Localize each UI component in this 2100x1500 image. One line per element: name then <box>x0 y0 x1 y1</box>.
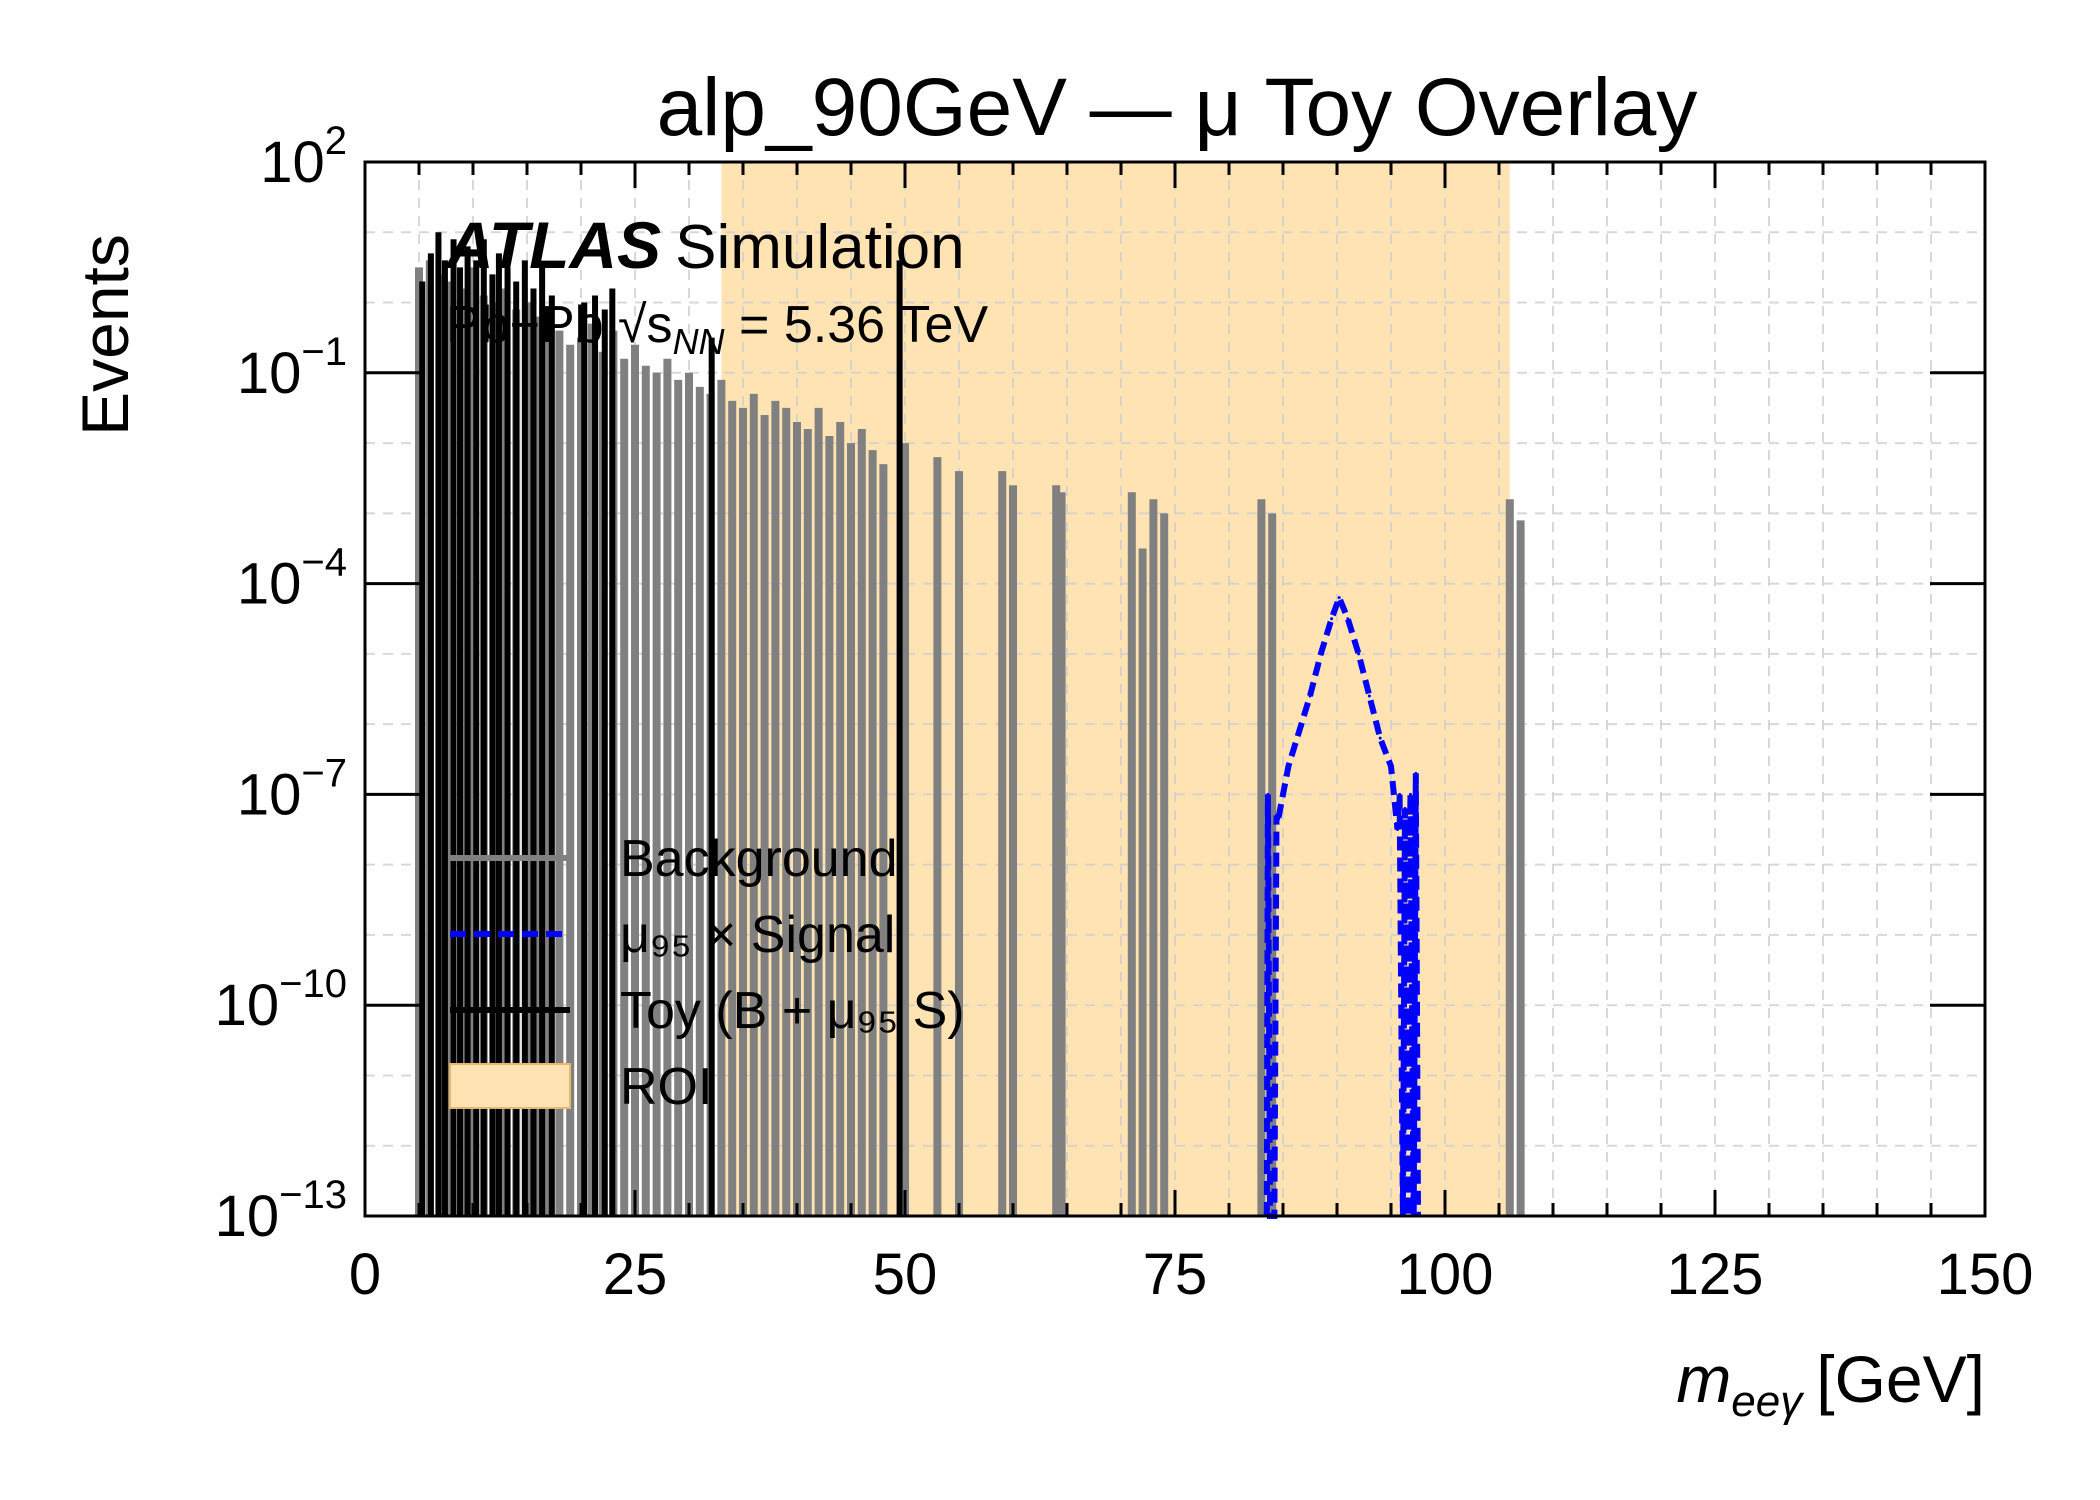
y-tick-exp: −13 <box>279 1173 347 1217</box>
signal-point <box>1367 694 1371 698</box>
y-tick-base: 10 <box>237 552 302 617</box>
signal-point <box>1275 813 1279 817</box>
atlas-label: ATLAS Simulation <box>444 208 965 282</box>
signal-line <box>1263 589 1421 1219</box>
x-tick-labels: 0 25 50 75 100 125 150 <box>349 1242 2034 1307</box>
energy-prefix: Pb+Pb √s <box>446 296 673 354</box>
x-axis-label-unit: [GeV] <box>1816 1342 1985 1416</box>
signal-point <box>1286 764 1290 768</box>
y-tick-exp: −7 <box>301 751 347 795</box>
energy-label: Pb+Pb √sNN = 5.36 TeV <box>446 296 988 362</box>
legend: Background μ₉₅ × Signal Toy (B + μ₉₅ S) ROI <box>449 830 965 1116</box>
y-tick-base: 10 <box>237 341 302 406</box>
signal-point <box>1276 821 1280 825</box>
signal-point <box>1346 617 1350 621</box>
signal-point <box>1266 792 1270 796</box>
x-tick-label: 150 <box>1937 1242 2034 1307</box>
y-tick-base: 10 <box>215 1184 280 1249</box>
signal-point <box>1357 652 1361 656</box>
signal-point <box>1297 729 1301 733</box>
legend-label: μ₉₅ × Signal <box>620 906 895 964</box>
y-tick-label: 10−1 <box>237 330 347 406</box>
x-tick-label: 25 <box>603 1242 668 1307</box>
signal-point <box>1398 792 1402 796</box>
atlas-name: ATLAS <box>444 208 661 282</box>
signal-point <box>1281 792 1285 796</box>
legend-label: ROI <box>620 1058 712 1116</box>
signal-point <box>1308 694 1312 698</box>
x-axis-label-main: m <box>1676 1342 1731 1416</box>
x-tick-label: 125 <box>1667 1242 1764 1307</box>
signal-point <box>1337 596 1341 600</box>
axis-ticks <box>363 160 1987 1218</box>
x-axis-label: meeγ [GeV] <box>1676 1342 1985 1426</box>
y-tick-label: 102 <box>260 119 347 195</box>
y-tick-label: 10−10 <box>215 962 347 1038</box>
signal-point <box>1395 828 1399 832</box>
signal-point <box>1414 771 1418 775</box>
signal-point <box>1378 736 1382 740</box>
legend-label: Background <box>620 830 898 888</box>
y-tick-base: 10 <box>237 762 302 827</box>
y-tick-exp: −10 <box>279 962 347 1006</box>
y-tick-exp: −4 <box>301 541 347 585</box>
signal-point <box>1330 617 1334 621</box>
signal-point <box>1389 764 1393 768</box>
x-tick-label: 50 <box>873 1242 938 1307</box>
atlas-sub: Simulation <box>675 213 964 282</box>
signal-point <box>1403 806 1407 810</box>
signal-point <box>1408 792 1412 796</box>
signal-point <box>1319 652 1323 656</box>
legend-label: Toy (B + μ₉₅ S) <box>620 982 965 1040</box>
legend-patch <box>449 1063 571 1109</box>
energy-sub: NN <box>673 321 726 362</box>
energy-value: = 5.36 TeV <box>725 296 989 354</box>
y-tick-label: 10−13 <box>215 1173 347 1249</box>
series-signal <box>1263 589 1421 1219</box>
chart-title: alp_90GeV — μ Toy Overlay <box>657 62 1698 153</box>
y-tick-base: 10 <box>260 130 325 195</box>
x-tick-label: 75 <box>1143 1242 1208 1307</box>
y-tick-base: 10 <box>215 973 280 1038</box>
x-tick-label: 100 <box>1397 1242 1494 1307</box>
y-axis-label: Events <box>68 234 142 436</box>
y-tick-label: 10−4 <box>237 541 347 617</box>
y-tick-exp: −1 <box>301 330 347 374</box>
x-tick-label: 0 <box>349 1242 381 1307</box>
y-tick-exp: 2 <box>325 119 347 163</box>
series-toy <box>419 232 903 1216</box>
x-axis-label-sub: eeγ <box>1731 1377 1805 1426</box>
y-tick-label: 10−7 <box>237 751 347 827</box>
